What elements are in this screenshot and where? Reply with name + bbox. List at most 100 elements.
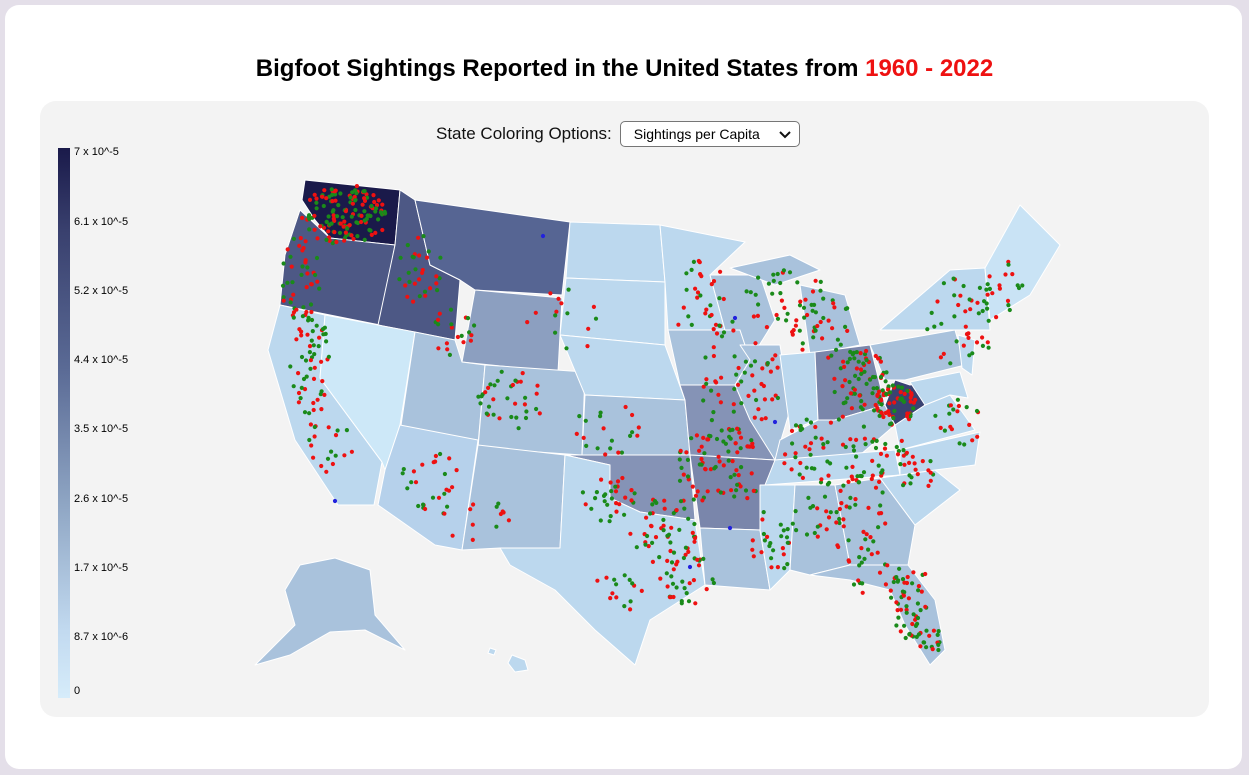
sighting-dot [750, 373, 755, 378]
state-alaska[interactable] [254, 557, 406, 666]
sighting-dot [904, 580, 910, 586]
state-arizona[interactable] [377, 424, 479, 551]
sighting-dot [805, 312, 810, 318]
sighting-dot [599, 477, 604, 482]
state-wyoming[interactable] [461, 289, 563, 373]
sighting-dot [711, 353, 717, 359]
state-iowa[interactable] [667, 329, 751, 386]
sighting-dot [719, 375, 724, 380]
state-michigan-upper[interactable] [729, 254, 821, 286]
state-florida[interactable] [809, 564, 946, 666]
sighting-dot [701, 435, 706, 440]
sighting-dot [891, 579, 896, 585]
sighting-dot [661, 528, 666, 533]
sighting-dot [895, 608, 900, 613]
sighting-dot [901, 453, 906, 458]
coloring-select[interactable]: Sightings per Capita [619, 121, 800, 147]
sighting-dot [862, 556, 867, 562]
sighting-dot [851, 444, 856, 449]
sighting-dot [333, 198, 338, 203]
sighting-dot [878, 374, 884, 380]
sighting-dot [732, 386, 737, 392]
sighting-dot [809, 302, 814, 307]
sighting-dot [281, 261, 286, 266]
sighting-dot [559, 301, 564, 306]
sighting-dot [316, 344, 321, 349]
sighting-dot [789, 428, 795, 433]
state-colorado[interactable] [477, 364, 586, 456]
sighting-dot [883, 379, 888, 384]
sighting-dot [307, 344, 313, 349]
sighting-dot [731, 328, 736, 333]
sighting-dot [319, 407, 324, 412]
sighting-dot [895, 452, 901, 457]
sighting-dot [848, 495, 853, 500]
sighting-dot [804, 417, 809, 422]
sighting-dot [760, 366, 765, 371]
sighting-dot [298, 396, 303, 401]
sighting-dot [863, 442, 868, 447]
sighting-dot [302, 410, 308, 415]
sighting-dot [650, 540, 655, 546]
sighting-dot [566, 287, 571, 292]
sighting-dot [907, 460, 912, 465]
sighting-dot [614, 582, 619, 587]
state-kansas[interactable] [581, 394, 691, 456]
sighting-dot [832, 305, 837, 310]
sighting-dot [583, 502, 588, 507]
sighting-dot [690, 484, 695, 489]
state-maryland[interactable] [909, 371, 969, 406]
sighting-dot [910, 581, 915, 586]
sighting-dot [808, 505, 813, 510]
sighting-dot [610, 591, 615, 596]
sighting-dot [899, 396, 904, 401]
sighting-dot [553, 313, 558, 318]
sighting-dot [956, 302, 961, 308]
sighting-dot [749, 471, 754, 476]
state-texas[interactable] [499, 454, 706, 666]
sighting-dot [516, 426, 521, 431]
sighting-dot [348, 195, 353, 200]
sighting-dot [634, 545, 639, 550]
sighting-dot [648, 511, 653, 516]
sighting-dot [330, 199, 335, 204]
sighting-dot [884, 391, 889, 397]
sighting-dot [589, 506, 594, 511]
sighting-dot [307, 216, 312, 222]
state-hawaii[interactable] [507, 654, 529, 673]
state-louisiana[interactable] [699, 527, 771, 591]
sighting-dot [878, 503, 883, 508]
sighting-dot [726, 449, 731, 454]
state-new-mexico[interactable] [461, 444, 566, 551]
sighting-dot [709, 418, 715, 423]
state-new-england[interactable] [984, 204, 1061, 321]
sighting-dot [317, 286, 322, 291]
sighting-dot [910, 454, 915, 459]
sighting-dot [304, 285, 309, 290]
sighting-dot [709, 388, 714, 393]
sighting-dot [623, 495, 628, 500]
sighting-dot [872, 408, 877, 413]
sighting-dot [445, 504, 450, 509]
sighting-dot [718, 400, 724, 405]
state-north-dakota[interactable] [565, 221, 666, 283]
sighting-dot [785, 540, 790, 545]
sighting-dot [327, 238, 332, 243]
state-south-dakota[interactable] [559, 277, 666, 346]
state-hawaii-small[interactable] [487, 647, 497, 656]
sighting-dot [628, 599, 633, 604]
sighting-dot [838, 488, 843, 493]
sighting-dot [301, 305, 306, 310]
sighting-dot [669, 574, 674, 579]
sighting-dot [616, 450, 621, 455]
sighting-dot [889, 595, 894, 600]
sighting-dot [299, 272, 304, 277]
state-new-york[interactable] [879, 267, 991, 331]
sighting-dot [837, 506, 843, 512]
sighting-dot [520, 371, 525, 376]
sighting-dot [326, 214, 331, 219]
sighting-dot [854, 437, 859, 442]
sighting-dot [657, 555, 662, 560]
sighting-dot [861, 424, 867, 429]
sighting-dot [615, 479, 621, 484]
